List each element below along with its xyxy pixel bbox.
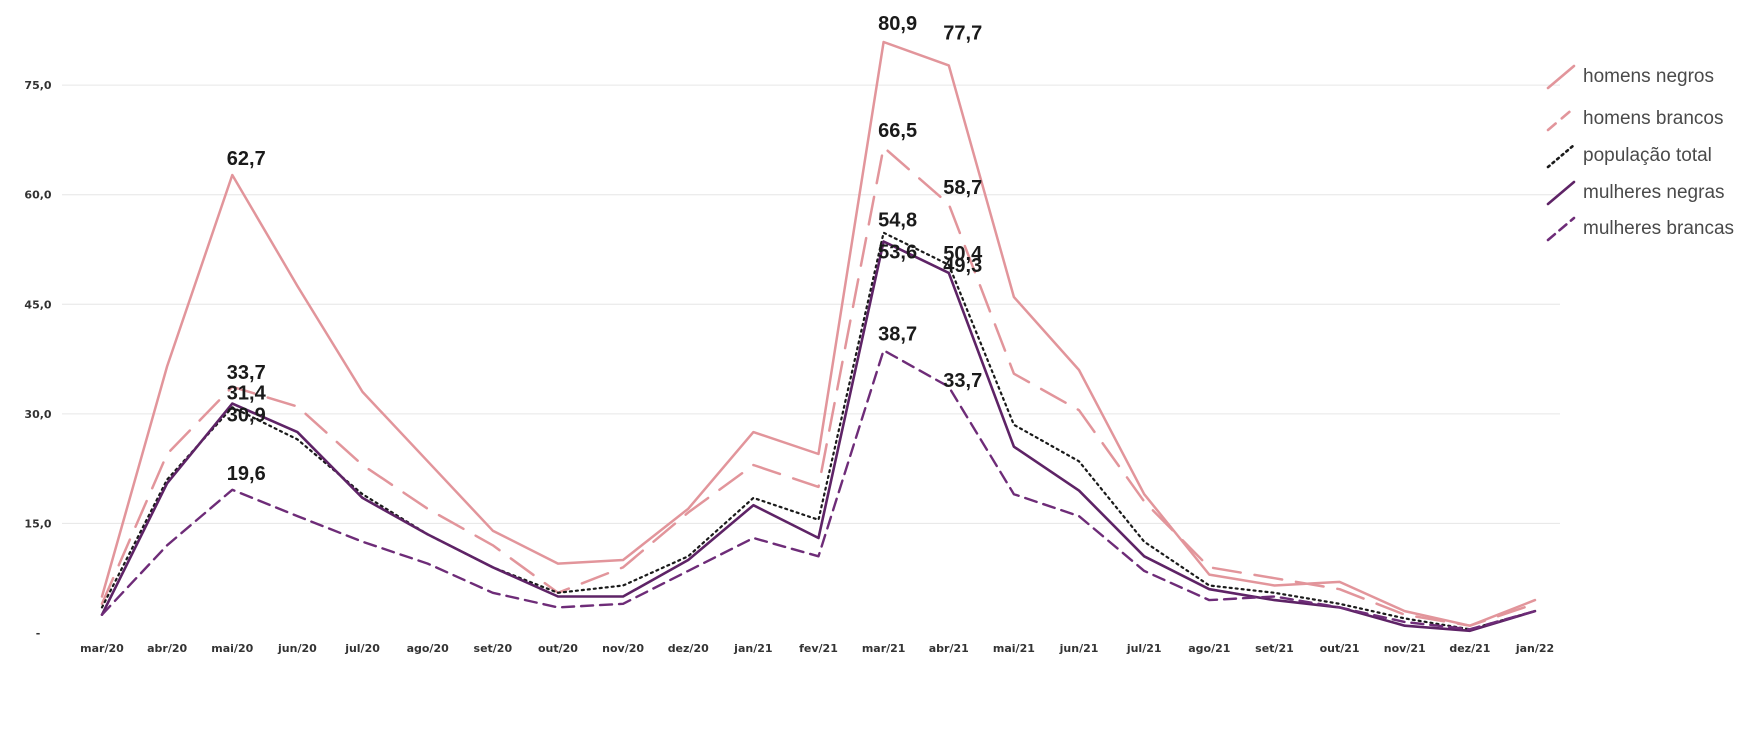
legend-swatch-mb (1546, 216, 1576, 242)
data-label: 50,4 (943, 243, 983, 265)
data-label: 19,6 (227, 463, 266, 485)
series-line-mb (100, 349, 1537, 631)
y-axis: - 15,0 30,0 45,0 60,0 75,0 (24, 79, 51, 640)
x-tick-label: out/20 (538, 642, 578, 655)
series-line-pt (100, 231, 1537, 631)
x-tick-label: set/20 (474, 642, 513, 655)
series-line-mn (100, 240, 1537, 633)
series-lines (100, 40, 1537, 633)
legend: homens negros homens brancos população tot… (1546, 64, 1734, 242)
x-tick-label: abr/20 (147, 642, 187, 655)
data-label: 33,7 (227, 362, 266, 384)
x-tick-label: set/21 (1255, 642, 1294, 655)
x-tick-label: jan/21 (733, 642, 772, 655)
legend-swatch-mn (1546, 180, 1576, 206)
y-tick-label: 75,0 (24, 79, 51, 92)
legend-swatch-pt (1546, 143, 1576, 169)
x-tick-label: jul/20 (344, 642, 380, 655)
data-label: 54,8 (878, 210, 917, 232)
x-tick-label: jul/21 (1126, 642, 1162, 655)
x-tick-label: nov/21 (1384, 642, 1426, 655)
data-label: 58,7 (943, 177, 982, 199)
x-tick-label: out/21 (1320, 642, 1360, 655)
data-labels: 62,733,731,430,919,680,966,554,853,638,7… (227, 13, 983, 485)
y-tick-label: 45,0 (24, 298, 51, 311)
x-tick-label: nov/20 (602, 642, 644, 655)
data-label: 38,7 (878, 323, 917, 345)
legend-swatch-hn (1546, 64, 1576, 90)
x-tick-label: dez/21 (1449, 642, 1490, 655)
x-tick-label: dez/20 (668, 642, 709, 655)
data-label: 62,7 (227, 148, 266, 170)
legend-label: população total (1583, 145, 1712, 166)
y-tick-label: - (36, 627, 41, 640)
x-axis: mar/20 abr/20 mai/20 jun/20 jul/20 ago/20 set/… (80, 642, 1554, 655)
y-tick-label: 60,0 (24, 189, 51, 202)
x-tick-label: ago/20 (407, 642, 450, 655)
data-label: 53,6 (878, 241, 917, 263)
legend-label: homens negros (1583, 66, 1714, 87)
data-label: 66,5 (878, 120, 917, 142)
data-label: 77,7 (943, 22, 982, 44)
x-tick-label: mar/21 (862, 642, 906, 655)
x-tick-label: fev/21 (799, 642, 838, 655)
x-tick-label: mai/20 (211, 642, 253, 655)
legend-swatch-hb (1546, 106, 1576, 132)
legend-label: mulheres brancas (1583, 218, 1734, 239)
x-tick-label: mai/21 (993, 642, 1035, 655)
x-tick-label: jan/22 (1515, 642, 1554, 655)
x-tick-label: jun/21 (1059, 642, 1099, 655)
x-tick-label: abr/21 (929, 642, 969, 655)
x-tick-label: ago/21 (1188, 642, 1230, 655)
data-label: 31,4 (227, 383, 267, 405)
data-label: 49,3 (943, 255, 982, 277)
data-label: 80,9 (878, 13, 917, 35)
y-tick-label: 30,0 (24, 408, 51, 421)
y-tick-label: 15,0 (24, 517, 51, 530)
x-tick-label: mar/20 (80, 642, 124, 655)
data-label: 33,7 (943, 370, 982, 392)
x-tick-label: jun/20 (277, 642, 317, 655)
gridlines (62, 84, 1560, 524)
series-line-hn (100, 40, 1537, 627)
series-line-hb (100, 145, 1537, 627)
legend-label: mulheres negras (1583, 182, 1725, 203)
data-label: 30,9 (227, 404, 266, 426)
legend-label: homens brancos (1583, 108, 1723, 129)
